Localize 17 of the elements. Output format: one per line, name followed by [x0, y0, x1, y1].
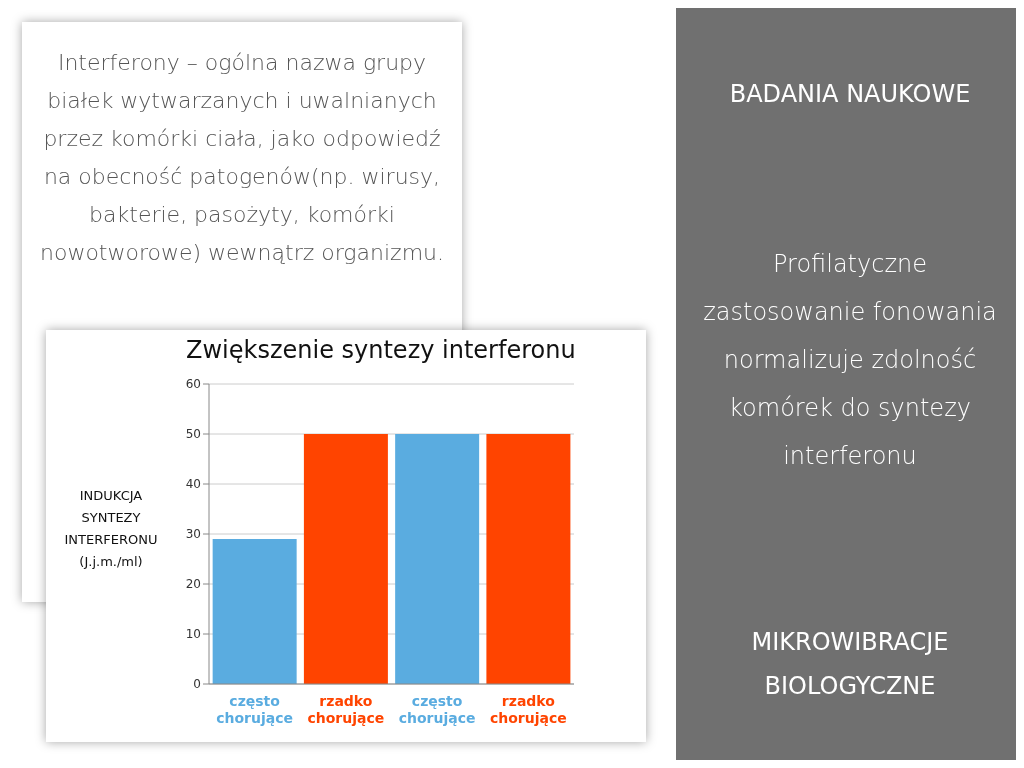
y-tick-label: 50 [185, 427, 201, 442]
x-tick-label: często chorujące [398, 693, 476, 726]
text: BADANIA NAUKOWE [728, 80, 972, 108]
x-tick-label: rzadko chorujące [489, 693, 567, 726]
y-tick-label: 60 [185, 377, 201, 392]
y-tick-label: 10 [185, 627, 201, 642]
y-tick-label: 20 [185, 577, 201, 592]
text: Interferony – ogólna nazwa grupy białek wytwarzanych i uwalnianych przez komórki ciała, jako odpowiedź na obecność patogenów(np. wirusy, bakterie, pasożyty, komórki nowotworowe) wewnątrz organizmu. [40, 49, 444, 267]
y-tick-label: 30 [185, 527, 201, 542]
x-tick-label: często chorujące [216, 693, 294, 726]
y-tick-label: 40 [185, 477, 201, 492]
chart-title: Zwiększenie syntezy interferonu [186, 336, 576, 364]
y-tick-label: 0 [193, 677, 201, 692]
text: MIKROWIBRACJE BIOLOGYCZNE [750, 627, 950, 702]
text: Profilatyczne zastosowanie fonowania normalizuje zdolność komórek do syntezy interferonu [702, 249, 998, 472]
x-tick-label: rzadko chorujące [307, 693, 385, 726]
y-axis-title: INDUKCJA SYNTEZY INTERFERONU (J.j.m./ml) [63, 487, 159, 571]
